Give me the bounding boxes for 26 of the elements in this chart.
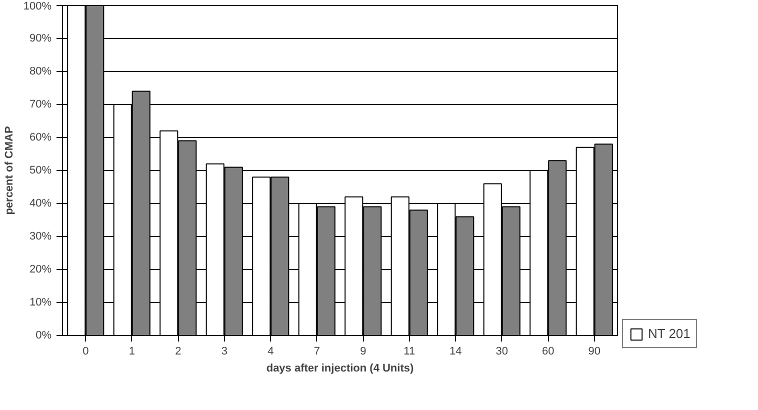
x-tick-label: 11 [404, 346, 416, 358]
x-tick-label: 3 [221, 346, 228, 358]
y-tick-label: 30% [29, 230, 52, 242]
x-tick-label: 7 [314, 346, 320, 358]
x-tick-label: 4 [268, 346, 274, 358]
y-tick-label: 60% [29, 132, 52, 144]
y-tick-label: 90% [29, 32, 52, 44]
x-tick-label: 90 [588, 346, 601, 358]
y-tick-label: 20% [29, 264, 52, 276]
x-tick-label: 2 [175, 346, 182, 358]
legend-label: NT 201 [648, 326, 690, 341]
x-tick-label: 9 [360, 346, 366, 358]
y-tick-label: 10% [29, 296, 52, 308]
x-tick-label: 60 [542, 346, 554, 358]
y-axis-title: percent of CMAP [3, 126, 16, 215]
x-tick-label: 0 [82, 346, 89, 358]
y-tick-label: 70% [29, 98, 52, 110]
x-tick-label: 14 [450, 346, 462, 358]
y-tick-label: 40% [29, 198, 52, 210]
x-axis-title: days after injection (4 Units) [266, 362, 414, 374]
y-tick-label: 100% [23, 0, 52, 12]
x-tick-label: 30 [496, 346, 508, 358]
y-tick-label: 50% [29, 164, 52, 176]
y-tick-label: 80% [29, 66, 52, 78]
x-tick-label: 1 [128, 346, 135, 358]
y-tick-label: 0% [36, 330, 52, 342]
